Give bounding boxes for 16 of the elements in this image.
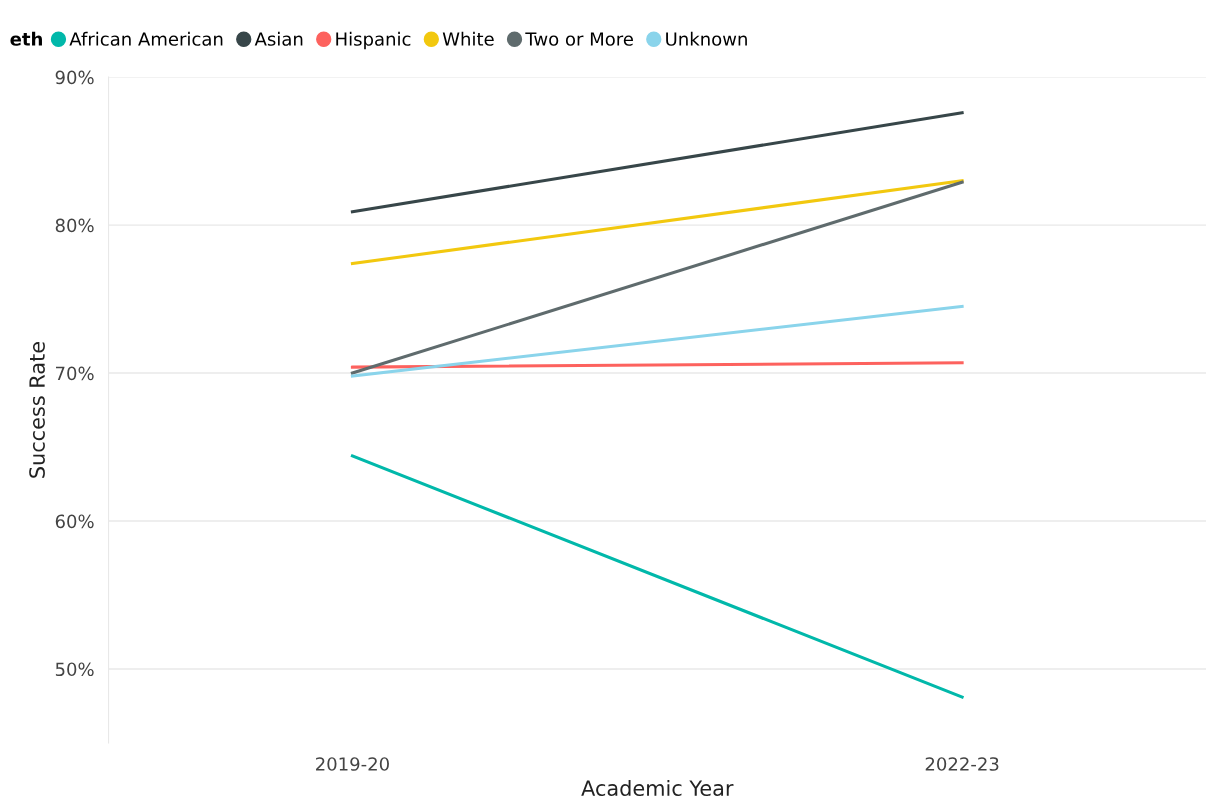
legend-label: White — [442, 31, 494, 46]
legend-label: Two or More — [525, 32, 633, 46]
y-tick-label: 50% — [55, 662, 94, 677]
legend-label: Unknown — [666, 31, 747, 46]
legend-title: eth — [10, 31, 42, 46]
y-tick-label: 60% — [55, 514, 94, 529]
y-tick-label: 90% — [55, 70, 94, 85]
legend-label: African American — [69, 31, 223, 46]
x-axis-title: Academic Year — [581, 779, 734, 797]
y-axis-title: Success Rate — [29, 342, 45, 478]
x-tick-label: 2019-20 — [316, 757, 389, 771]
legend-label: Hispanic — [336, 31, 411, 50]
x-tick-label: 2022-23 — [925, 757, 999, 771]
legend-label: Asian — [254, 31, 303, 46]
y-tick-label: 80% — [55, 218, 94, 233]
y-tick-label: 70% — [56, 366, 94, 381]
